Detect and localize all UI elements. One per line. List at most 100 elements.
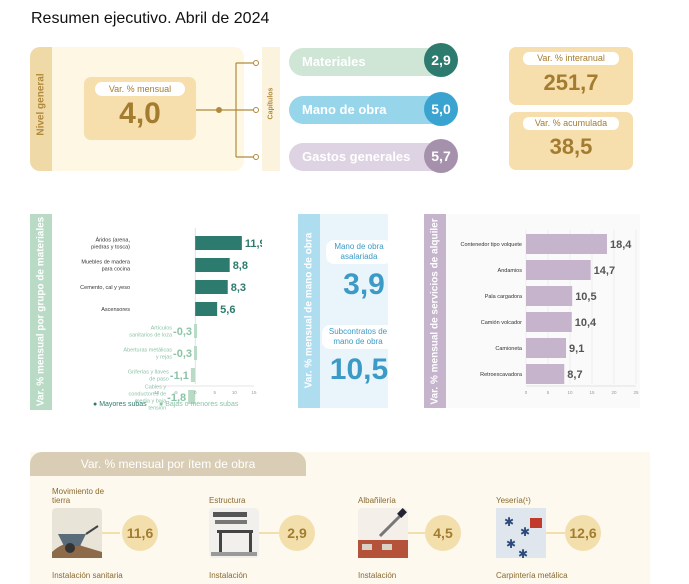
capitulo-mano-de-obra-value: 5,0: [424, 92, 458, 126]
wheelbarrow-icon: [52, 508, 102, 558]
bar: [195, 280, 228, 294]
data-label: 5,6: [220, 304, 235, 316]
mano-de-obra-title: Var. % mensual de mano de obra: [303, 232, 315, 389]
capitulos-label: Capítulos: [267, 87, 275, 120]
data-label: 8,8: [233, 260, 248, 272]
materiales-chart-title: Var. % mensual por grupo de materiales: [35, 216, 47, 407]
capitulo-label: Gastos generales: [302, 149, 411, 164]
data-label: 18,4: [610, 239, 632, 251]
data-label: 8,7: [567, 369, 582, 381]
items-obra-title: Var. % mensual por ítem de obra: [80, 457, 256, 471]
data-label: 8,3: [231, 282, 246, 294]
category-label: Aberturas metálicas: [123, 348, 172, 354]
item-name: Estructura: [209, 496, 246, 505]
bar: [526, 312, 572, 332]
item-value: 4,5: [425, 515, 461, 551]
tick-label: -10: [153, 390, 160, 395]
legend-low: ● Bajas o menores subas: [159, 401, 239, 408]
capitulos-connector: [196, 60, 259, 160]
data-label: 11,9: [245, 238, 262, 250]
asalariada-label: Mano de obra asalariada: [326, 240, 392, 264]
svg-text:✱: ✱: [518, 547, 528, 558]
acumulada-label: Var. % acumulada: [523, 117, 619, 130]
legend-low-label: Bajas o menores subas: [165, 401, 239, 408]
category-label: y rejas: [156, 355, 172, 361]
category-label: tensión: [148, 406, 166, 412]
data-label: -1,1: [170, 370, 189, 382]
data-label: -0,3: [173, 348, 192, 360]
tick-label: 20: [611, 390, 617, 395]
tick-label: 15: [251, 390, 257, 395]
alquiler-bar-chart: 0 5 10 15 20 25 18,4 Contenedor tipo volquete 14…: [461, 230, 639, 395]
category-label: para cocina: [102, 267, 131, 273]
alquiler-strip: [424, 214, 446, 408]
items-obra-tab: [30, 452, 306, 476]
legend-high: ● Mayores subas: [93, 401, 147, 408]
svg-text:✱: ✱: [506, 537, 516, 551]
item-name: Albañilería: [358, 496, 396, 505]
tick-label: 5: [214, 390, 217, 395]
category-label: Contenedor tipo volquete: [461, 242, 522, 248]
data-label: 14,7: [594, 265, 615, 277]
category-label: Camión volcador: [481, 320, 522, 326]
bar: [194, 346, 198, 360]
next-item-name: Instalación: [358, 571, 397, 580]
category-label: media y baja: [135, 399, 167, 405]
data-label: 10,5: [575, 291, 596, 303]
monthly-var-label: Var. % mensual: [95, 82, 185, 96]
structure-icon: [209, 508, 259, 558]
tick-label: 0: [525, 390, 528, 395]
tick-label: -5: [174, 390, 178, 395]
category-label: piedras y tosca): [91, 245, 130, 251]
category-label: Andamios: [498, 268, 523, 274]
capitulo-mano-de-obra: Mano de obra: [289, 96, 449, 124]
bar: [188, 390, 196, 404]
category-label: de paso: [149, 377, 169, 383]
category-label: Cemento, cal y yeso: [80, 285, 130, 291]
category-label: Pala cargadora: [485, 294, 523, 300]
item-connector: [546, 532, 566, 534]
monthly-var-value: 4,0: [119, 97, 161, 130]
interanual-label: Var. % interanual: [523, 52, 619, 65]
tick-label: 10: [232, 390, 238, 395]
mano-de-obra-strip: [298, 214, 320, 408]
capitulo-gastos-generales: Gastos generales: [289, 143, 449, 171]
bar: [526, 286, 573, 306]
alquiler-chart-title: Var. % mensual de servicios de alquiler: [429, 218, 441, 405]
bar: [195, 258, 230, 272]
tick-label: 10: [567, 390, 573, 395]
subcontratos-label: Subcontratos de mano de obra: [322, 325, 394, 349]
bar: [526, 260, 591, 280]
bar: [526, 338, 567, 358]
legend-high-label: Mayores subas: [99, 401, 147, 408]
capitulo-label: Materiales: [302, 54, 366, 69]
materiales-strip: [30, 214, 52, 410]
category-label: Camioneta: [495, 346, 523, 352]
category-label: conductores de: [129, 392, 167, 398]
nivel-general-strip: [30, 47, 52, 171]
trowel-icon: [358, 508, 408, 558]
acumulada-value: 38,5: [549, 134, 593, 159]
tick-label: 25: [633, 390, 639, 395]
item-value: 2,9: [279, 515, 315, 551]
data-label: 10,4: [575, 317, 597, 329]
tick-label: 15: [589, 390, 595, 395]
item-connector: [408, 532, 428, 534]
tick-label: 0: [194, 390, 197, 395]
next-item-name: Carpintería metálica: [496, 571, 568, 580]
category-label: Retroexcavadora: [480, 372, 523, 378]
bar: [195, 236, 242, 250]
bar: [195, 302, 218, 316]
category-label: sanitarios de loza: [129, 333, 173, 339]
svg-text:✱: ✱: [504, 515, 514, 529]
capitulo-gastos-generales-value: 5,7: [424, 139, 458, 173]
next-item-name: Instalación: [209, 571, 248, 580]
item-name: Yesería(¹): [496, 496, 531, 505]
materiales-bar-chart: 11,9 Áridos (arena,piedras y tosca) 8,8 Mue…: [80, 228, 262, 412]
item-value: 11,6: [122, 515, 158, 551]
bar: [190, 368, 196, 382]
subcontratos-value: 10,5: [329, 353, 389, 386]
data-label: -1,8: [167, 392, 186, 404]
capitulo-label: Mano de obra: [302, 102, 387, 117]
page-title: Resumen ejecutivo. Abril de 2024: [31, 10, 270, 27]
